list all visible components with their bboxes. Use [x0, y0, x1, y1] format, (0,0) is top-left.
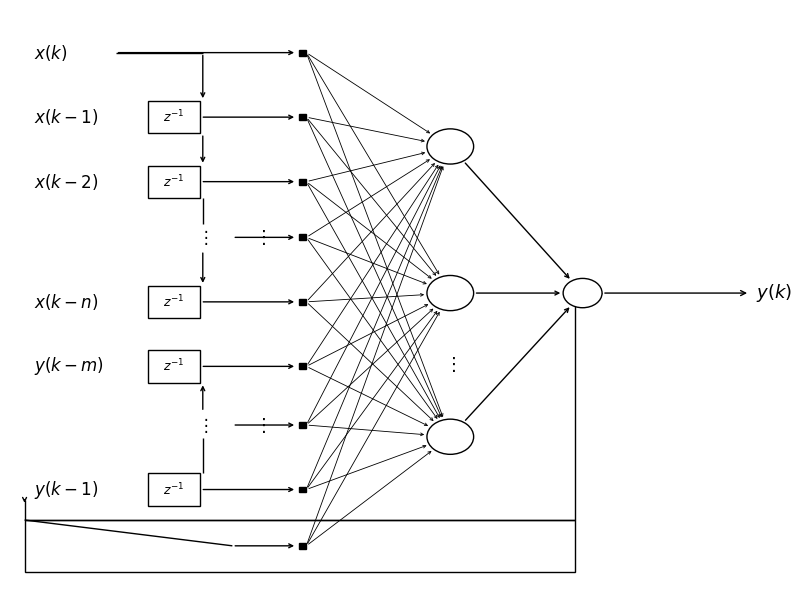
Text: $x(k-n)$: $x(k-n)$	[34, 292, 98, 312]
Text: $\vdots$: $\vdots$	[254, 416, 266, 435]
Text: $y(k-m)$: $y(k-m)$	[34, 355, 104, 377]
Circle shape	[427, 275, 474, 311]
Text: $z^{-1}$: $z^{-1}$	[163, 109, 185, 126]
Bar	[298, 234, 306, 240]
Bar	[298, 487, 306, 493]
Bar	[147, 286, 201, 318]
Bar	[298, 299, 306, 305]
Text: $\vdots$: $\vdots$	[254, 228, 266, 247]
Circle shape	[427, 419, 474, 454]
Bar	[147, 350, 201, 382]
Text: $x(k-1)$: $x(k-1)$	[34, 107, 98, 127]
Bar	[298, 114, 306, 120]
Text: $z^{-1}$: $z^{-1}$	[163, 294, 185, 310]
Bar	[147, 101, 201, 133]
Bar	[298, 363, 306, 369]
Text: $\vdots$: $\vdots$	[198, 416, 208, 435]
Bar	[298, 50, 306, 56]
Bar	[147, 474, 201, 506]
Circle shape	[563, 278, 602, 308]
Text: $\vdots$: $\vdots$	[444, 355, 456, 374]
Text: $z^{-1}$: $z^{-1}$	[163, 481, 185, 498]
Circle shape	[427, 129, 474, 164]
Text: $\vdots$: $\vdots$	[198, 228, 208, 247]
Text: $x(k-2)$: $x(k-2)$	[34, 172, 98, 192]
Text: $y(k-1)$: $y(k-1)$	[34, 478, 98, 500]
Bar	[147, 166, 201, 198]
Text: $z^{-1}$: $z^{-1}$	[163, 358, 185, 375]
Bar	[298, 422, 306, 428]
Text: $x(k)$: $x(k)$	[34, 43, 67, 63]
Text: $z^{-1}$: $z^{-1}$	[163, 173, 185, 190]
Bar	[298, 543, 306, 549]
Bar	[298, 179, 306, 185]
Text: $y(k)$: $y(k)$	[756, 282, 792, 304]
Bar	[25, 520, 575, 572]
